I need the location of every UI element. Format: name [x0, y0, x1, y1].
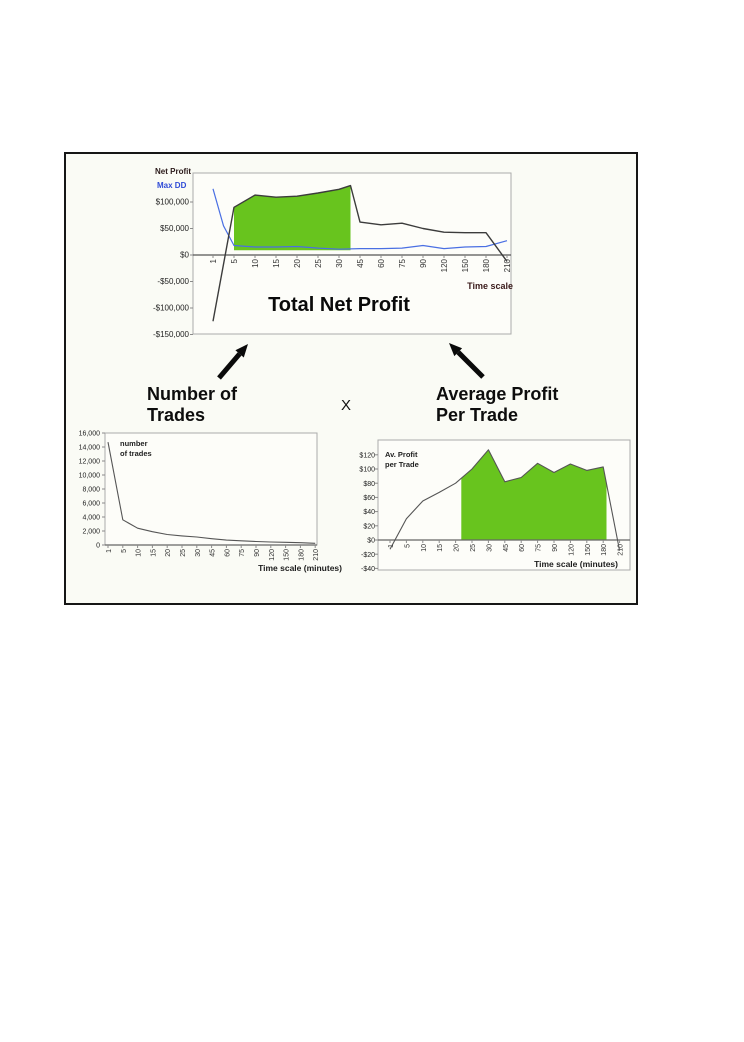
- y-tick-label: $40: [363, 509, 375, 516]
- inner-series-label-line2: per Trade: [385, 460, 419, 469]
- series-line-0: [107, 441, 316, 544]
- x-tick-label: 20: [165, 549, 172, 557]
- x-tick-label: 210: [503, 258, 512, 272]
- series-line-0: [389, 449, 621, 551]
- x-tick-label: 5: [404, 544, 411, 548]
- y-tick-label: $80: [363, 481, 375, 488]
- y-tick-label: 4,000: [82, 515, 100, 522]
- x-tick-label: 15: [150, 549, 157, 557]
- av-profit-per-trade-chart: $120 $100 $80 $60 $40 $20 $0 -$20 -$40 1 5 10 15 20 25…: [338, 430, 644, 578]
- multiply-operator: X: [341, 397, 352, 414]
- x-tick-label: 75: [536, 544, 543, 552]
- x-tick-label: 25: [470, 544, 477, 552]
- series-line-0: [212, 184, 508, 322]
- highlight-region: [234, 185, 351, 251]
- x-tick-label: 10: [136, 549, 143, 557]
- y-tick-label: $0: [180, 251, 189, 260]
- y-tick-label: 14,000: [79, 445, 101, 452]
- x-tick-label: 30: [335, 258, 344, 267]
- x-tick-label: 120: [269, 549, 276, 561]
- total-net-profit-chart: $100,000 $50,000 $0 -$50,000 -$100,000 -$150,…: [143, 158, 523, 348]
- x-tick-label: 90: [419, 258, 428, 267]
- inner-series-label-line1: Av. Profit: [385, 450, 418, 459]
- x-tick-label: 10: [251, 258, 260, 267]
- y-tick-label: -$150,000: [153, 330, 190, 339]
- legend-label: Net Profit: [155, 167, 191, 176]
- x-axis-label: Time scale: [467, 281, 513, 291]
- y-tick-label: 6,000: [82, 501, 100, 508]
- x-tick-label: 25: [314, 258, 323, 267]
- average-profit-label-line2: Per Trade: [436, 405, 519, 425]
- x-axis-label: Time scale (minutes): [534, 559, 618, 569]
- x-tick-label: 20: [454, 544, 461, 552]
- y-tick-label: $120: [359, 452, 375, 459]
- x-tick-label: 60: [519, 544, 526, 552]
- y-tick-label: 0: [96, 543, 100, 550]
- y-tick-label: -$20: [361, 552, 375, 559]
- x-tick-label: 15: [437, 544, 444, 552]
- x-tick-label: 5: [121, 549, 128, 553]
- x-tick-label: 150: [461, 258, 470, 272]
- number-of-trades-label-line2: Trades: [147, 405, 206, 425]
- y-tick-label: $100,000: [156, 198, 190, 207]
- x-tick-label: 15: [272, 258, 281, 267]
- highlight-region: [461, 449, 607, 540]
- x-tick-label: 10: [421, 544, 428, 552]
- x-tick-label: 150: [284, 549, 291, 561]
- y-tick-label: -$50,000: [157, 277, 189, 286]
- y-tick-label: $20: [363, 523, 375, 530]
- x-axis-label: Time scale (minutes): [258, 563, 342, 573]
- y-tick-label: 2,000: [82, 529, 100, 536]
- x-tick-label: 75: [398, 258, 407, 267]
- x-tick-label: 210: [618, 544, 625, 556]
- number-of-trades-label: Number of Trades: [147, 384, 237, 426]
- plot-area: [104, 432, 318, 546]
- x-tick-label: 60: [224, 549, 231, 557]
- y-tick-label: 10,000: [79, 473, 101, 480]
- y-tick-label: $50,000: [160, 224, 189, 233]
- inner-series-label-line1: number: [120, 439, 148, 448]
- y-tick-label: 16,000: [79, 431, 101, 438]
- y-tick-label: $60: [363, 495, 375, 502]
- number-of-trades-chart: 16,000 14,000 12,000 10,000 8,000 6,000 4,000 2…: [64, 424, 354, 584]
- inner-series-label-line2: of trades: [120, 449, 152, 458]
- x-tick-label: 20: [293, 258, 302, 267]
- x-tick-label: 1: [209, 258, 218, 263]
- x-tick-label: 45: [503, 544, 510, 552]
- x-tick-label: 30: [195, 549, 202, 557]
- y-tick-label: $100: [359, 467, 375, 474]
- y-tick-label: 8,000: [82, 487, 100, 494]
- x-tick-label: 25: [180, 549, 187, 557]
- average-profit-label: Average Profit Per Trade: [436, 384, 558, 426]
- x-tick-label: 180: [298, 549, 305, 561]
- x-tick-label: 120: [440, 258, 449, 272]
- x-tick-label: 60: [377, 258, 386, 267]
- x-tick-label: 90: [254, 549, 261, 557]
- x-tick-label: 75: [239, 549, 246, 557]
- chart-title: Total Net Profit: [268, 294, 410, 316]
- x-tick-label: 120: [568, 544, 575, 556]
- y-tick-label: -$100,000: [153, 304, 190, 313]
- x-tick-label: 5: [230, 258, 239, 263]
- x-tick-label: 210: [313, 549, 320, 561]
- y-tick-label: -$40: [361, 566, 375, 573]
- x-tick-label: 45: [356, 258, 365, 267]
- x-tick-label: 45: [210, 549, 217, 557]
- number-of-trades-label-line1: Number of: [147, 384, 237, 404]
- x-tick-label: 150: [585, 544, 592, 556]
- y-tick-label: $0: [367, 538, 375, 545]
- legend-label: Max DD: [157, 181, 187, 190]
- series-line-1: [212, 188, 508, 250]
- x-tick-label: 30: [486, 544, 493, 552]
- x-tick-label: 180: [482, 258, 491, 272]
- x-tick-label: 1: [106, 549, 113, 553]
- x-tick-label: 180: [601, 544, 608, 556]
- y-tick-label: 12,000: [79, 459, 101, 466]
- average-profit-label-line1: Average Profit: [436, 384, 559, 404]
- x-tick-label: 90: [552, 544, 559, 552]
